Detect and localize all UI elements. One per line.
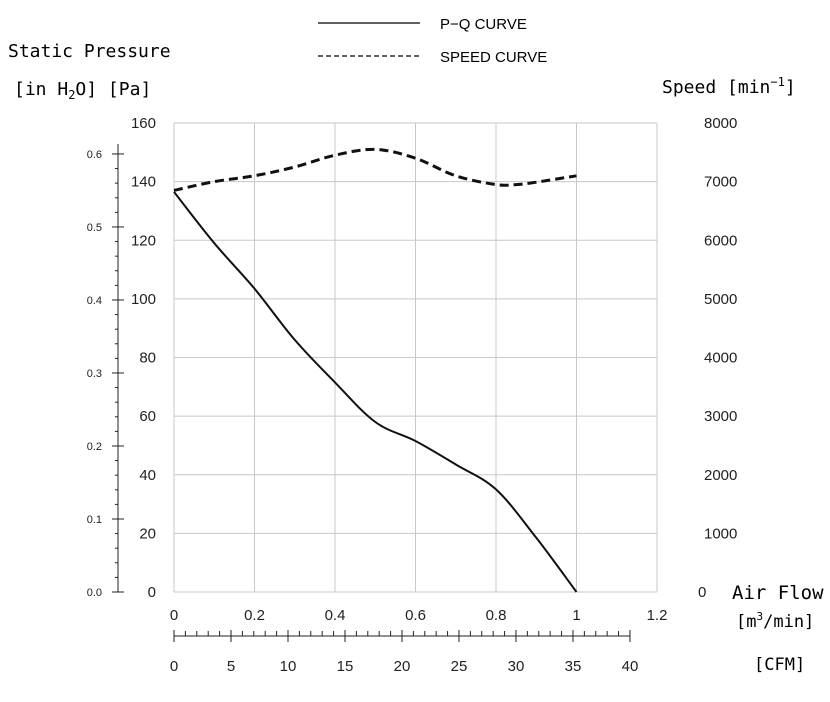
legend-pq-label: P−Q CURVE bbox=[440, 16, 527, 33]
x-tick-label: 0.8 bbox=[486, 607, 507, 624]
x-tick-label: 0.6 bbox=[405, 607, 426, 624]
cfm-tick-label: 0 bbox=[170, 658, 178, 675]
cfm-tick-label: 5 bbox=[227, 658, 235, 675]
pq-curve-series bbox=[173, 191, 578, 593]
speed-tick-label: 6000 bbox=[704, 232, 737, 249]
airflow-title: Air Flow bbox=[732, 582, 824, 604]
airflow-units-close: /min] bbox=[763, 612, 814, 632]
airflow-units-sup: 3 bbox=[756, 610, 763, 623]
pressure-units-close: O] [Pa] bbox=[75, 79, 151, 100]
pressure-units: [in H2O] [Pa] bbox=[14, 79, 151, 102]
inh2o-tick-label: 0.0 bbox=[87, 587, 102, 599]
cfm-tick-label: 35 bbox=[565, 658, 582, 675]
speed-sup: −1 bbox=[770, 75, 784, 89]
inh2o-tick-label: 0.2 bbox=[87, 441, 102, 453]
y-tick-label: 80 bbox=[139, 350, 156, 367]
cfm-tick-label: 40 bbox=[622, 658, 639, 675]
cfm-tick-label: 15 bbox=[337, 658, 354, 675]
cfm-tick-label: 25 bbox=[451, 658, 468, 675]
y-tick-label: 120 bbox=[131, 232, 156, 249]
speed-title: Speed [min−1] bbox=[662, 75, 796, 98]
cfm-tick-label: 10 bbox=[280, 658, 297, 675]
y-tick-label: 160 bbox=[131, 115, 156, 132]
cfm-tick-label: 30 bbox=[508, 658, 525, 675]
airflow-units: [m3/min] bbox=[736, 610, 814, 632]
x-tick-label: 1.2 bbox=[647, 607, 668, 624]
y-tick-label: 0 bbox=[148, 584, 156, 601]
legend-speed-label: SPEED CURVE bbox=[440, 49, 547, 66]
speed-tick-label: 4000 bbox=[704, 350, 737, 367]
x-tick-label: 0 bbox=[170, 607, 178, 624]
inh2o-tick-label: 0.1 bbox=[87, 514, 102, 526]
speed-tick-label: 1000 bbox=[704, 525, 737, 542]
inh2o-tick-label: 0.3 bbox=[87, 368, 102, 380]
speed-close: ] bbox=[785, 77, 796, 98]
y-tick-label: 140 bbox=[131, 174, 156, 191]
cfm-tick-label: 20 bbox=[394, 658, 411, 675]
speed-tick-label: 8000 bbox=[704, 115, 737, 132]
y-tick-label: 20 bbox=[139, 525, 156, 542]
pressure-units-sub: 2 bbox=[68, 88, 75, 102]
x-tick-label: 0.4 bbox=[325, 607, 346, 624]
y-tick-label: 40 bbox=[139, 467, 156, 484]
speed-tick-label: 5000 bbox=[704, 291, 737, 308]
inh2o-tick-label: 0.4 bbox=[87, 295, 102, 307]
y-tick-label: 100 bbox=[131, 291, 156, 308]
static-pressure-title: Static Pressure bbox=[8, 41, 171, 62]
x-tick-label: 0.2 bbox=[244, 607, 265, 624]
inh2o-tick-label: 0.5 bbox=[87, 222, 102, 234]
speed-tick-label: 2000 bbox=[704, 467, 737, 484]
speed-tick-label: 3000 bbox=[704, 408, 737, 425]
speed-curve-series bbox=[173, 147, 577, 192]
y-tick-label: 60 bbox=[139, 408, 156, 425]
speed-tick-label: 7000 bbox=[704, 174, 737, 191]
x-tick-label: 1 bbox=[572, 607, 580, 624]
cfm-units: [CFM] bbox=[754, 655, 805, 675]
inh2o-tick-label: 0.6 bbox=[87, 149, 102, 161]
speed-tick-label: 0 bbox=[698, 584, 706, 601]
